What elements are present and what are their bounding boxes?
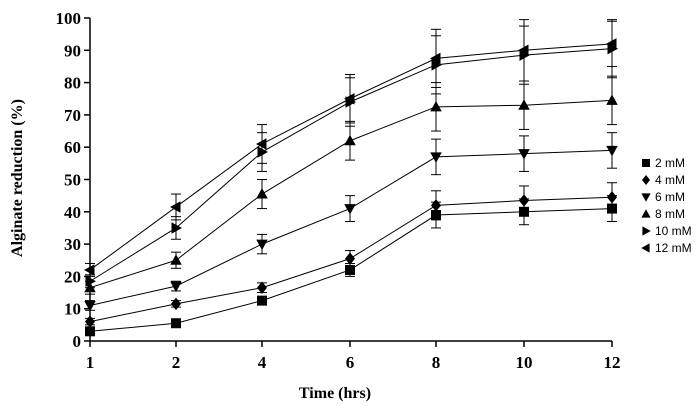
y-axis-title: Alginate reduction (%) bbox=[9, 99, 26, 257]
data-point bbox=[345, 252, 355, 265]
legend-label: 12 mM bbox=[655, 241, 692, 255]
y-tick-label: 60 bbox=[64, 138, 81, 157]
data-point bbox=[344, 204, 356, 215]
y-tick-label: 70 bbox=[64, 106, 81, 125]
legend-marker bbox=[642, 226, 651, 236]
data-point bbox=[606, 94, 618, 105]
y-tick-label: 80 bbox=[64, 74, 81, 93]
data-point bbox=[344, 134, 356, 146]
y-tick-label: 10 bbox=[64, 300, 81, 319]
plot-markers bbox=[84, 38, 618, 337]
y-tick-label: 0 bbox=[73, 332, 82, 351]
data-point bbox=[256, 138, 267, 150]
data-point bbox=[256, 188, 268, 199]
data-point bbox=[607, 191, 617, 204]
data-point bbox=[171, 297, 181, 311]
data-point bbox=[606, 145, 618, 157]
y-tick-label: 50 bbox=[64, 171, 81, 190]
legend-label: 6 mM bbox=[655, 190, 685, 204]
y-tick-label: 100 bbox=[56, 9, 82, 28]
data-point bbox=[170, 281, 182, 293]
data-point bbox=[431, 199, 441, 212]
data-point bbox=[344, 93, 355, 105]
x-tick-label: 8 bbox=[432, 353, 441, 372]
data-point bbox=[518, 149, 530, 160]
x-tick-label: 12 bbox=[604, 353, 621, 372]
legend-label: 8 mM bbox=[655, 207, 685, 221]
plot-lines bbox=[85, 19, 617, 336]
data-point bbox=[171, 318, 181, 329]
legend-label: 4 mM bbox=[655, 173, 685, 187]
x-axis-title: Time (hrs) bbox=[299, 385, 371, 402]
data-point bbox=[257, 146, 268, 158]
data-point bbox=[431, 210, 441, 221]
legend-marker bbox=[642, 175, 650, 185]
legend-label: 2 mM bbox=[655, 156, 685, 170]
data-point bbox=[430, 152, 442, 163]
legend-marker bbox=[641, 193, 651, 202]
data-point bbox=[430, 100, 442, 112]
data-point bbox=[430, 52, 441, 65]
data-point bbox=[170, 201, 181, 213]
x-tick-label: 4 bbox=[258, 353, 267, 372]
legend: 2 mM 4 mM 6 mM 8 mM 10 mM 12 mM bbox=[641, 156, 692, 255]
data-point bbox=[518, 99, 530, 110]
x-tick-label: 2 bbox=[172, 353, 181, 372]
legend-marker bbox=[642, 159, 650, 167]
data-point bbox=[607, 203, 617, 214]
data-point bbox=[170, 254, 182, 265]
y-tick-label: 90 bbox=[64, 41, 81, 60]
data-point bbox=[431, 59, 442, 71]
x-tick-label: 1 bbox=[86, 353, 95, 372]
y-tick-label: 30 bbox=[64, 235, 81, 254]
legend-label: 10 mM bbox=[655, 224, 692, 238]
data-point bbox=[606, 38, 617, 50]
series-line-6-mm bbox=[89, 149, 613, 306]
data-point bbox=[518, 44, 529, 57]
data-point bbox=[256, 239, 268, 251]
data-point bbox=[519, 206, 529, 217]
x-tick-label: 6 bbox=[346, 353, 355, 372]
x-tick-label: 10 bbox=[516, 353, 533, 372]
y-tick-label: 40 bbox=[64, 203, 81, 222]
data-point bbox=[519, 194, 529, 207]
data-point bbox=[257, 295, 267, 306]
data-point bbox=[171, 222, 182, 234]
legend-marker bbox=[641, 209, 651, 218]
y-tick-label: 20 bbox=[64, 267, 81, 286]
data-point bbox=[345, 264, 355, 275]
legend-marker bbox=[641, 243, 650, 253]
data-point bbox=[257, 281, 267, 294]
series-line-10-mm bbox=[89, 48, 613, 282]
